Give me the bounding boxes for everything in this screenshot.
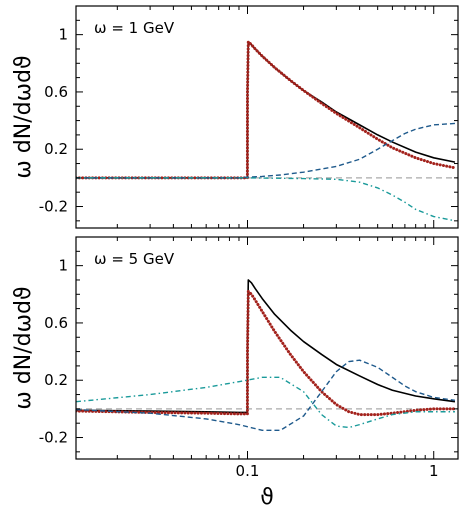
y-tick-label: 0.6 (44, 83, 68, 101)
y-tick-label: 0.6 (44, 314, 68, 332)
x-axis-title: ϑ (260, 485, 274, 510)
x-tick-label: 0.1 (236, 462, 260, 480)
series-line-solid (76, 279, 456, 414)
y-tick-label: 0.2 (44, 371, 68, 389)
panel-annotation: ω = 5 GeV (94, 250, 175, 268)
series-group (76, 279, 458, 432)
y-axis-title: ω dN/dωdϑ (11, 55, 36, 178)
series-line-dashdot (76, 177, 456, 222)
y-axis-title: ω dN/dωdϑ (11, 286, 36, 409)
y-tick-label: 1 (58, 26, 68, 44)
series-line-solid (76, 41, 456, 179)
series-line-dashed (76, 359, 456, 432)
y-tick-label: 0.2 (44, 140, 68, 158)
panel-1: -0.2 0.2 0.6 1 ω = 1 GeV ω dN/dωdϑ (11, 5, 459, 229)
series-line-dotted (76, 289, 457, 417)
x-tick-label: 1 (429, 462, 439, 480)
series-line-dashdot (76, 376, 455, 429)
plot-frame (75, 5, 459, 229)
panel-annotation: ω = 1 GeV (94, 19, 175, 37)
series-group (76, 40, 458, 222)
panel-2: -0.2 0.2 0.6 1 0.1 1 ω = 5 GeV ω dN/dωdϑ ϑ (11, 236, 459, 510)
plot-frame (75, 236, 459, 460)
y-tick-label: 1 (58, 257, 68, 275)
series-line-dashed (76, 122, 455, 179)
series-line-dotted (76, 40, 457, 180)
y-tick-label: -0.2 (39, 198, 68, 216)
y-tick-label: -0.2 (39, 429, 68, 447)
